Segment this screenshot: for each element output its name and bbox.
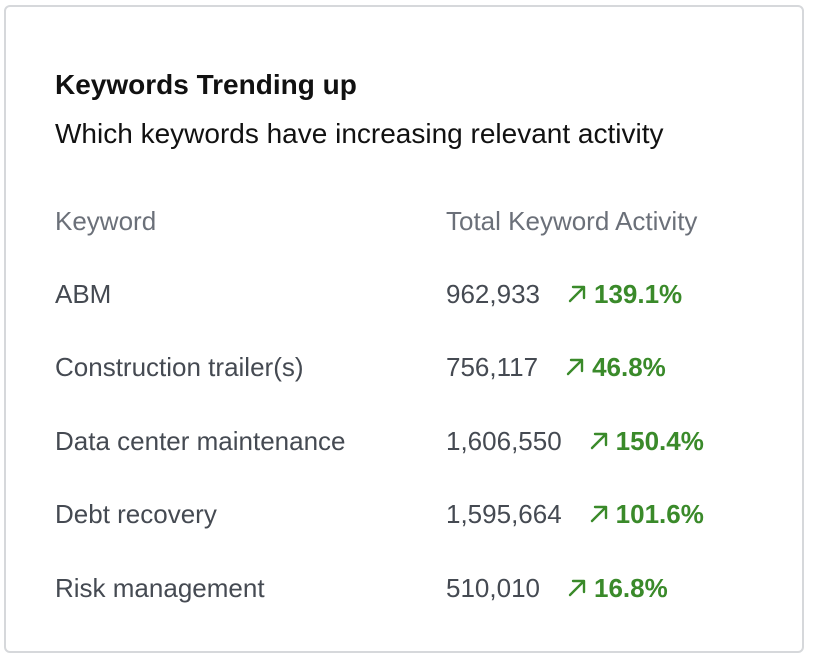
trend-change: 16.8%	[566, 568, 668, 608]
keyword-name: Data center maintenance	[55, 426, 346, 456]
keyword-activity: 962,933 139.1%	[446, 274, 682, 314]
keyword-activity: 510,010 16.8%	[446, 568, 668, 608]
keyword-name: Risk management	[55, 573, 265, 603]
table-row: ABM 962,933 139.1%	[0, 274, 800, 314]
column-header-activity: Total Keyword Activity	[446, 206, 698, 236]
arrow-up-right-icon	[564, 356, 586, 378]
trend-percent: 101.6%	[615, 499, 704, 529]
card-title: Keywords Trending up	[55, 69, 357, 100]
table-row: Debt recovery 1,595,664 101.6%	[0, 494, 800, 534]
activity-count: 1,595,664	[446, 499, 562, 529]
keyword-name: Debt recovery	[55, 499, 217, 529]
trend-change: 101.6%	[588, 494, 704, 534]
activity-count: 510,010	[446, 573, 540, 603]
trend-change: 150.4%	[588, 421, 704, 461]
activity-count: 962,933	[446, 279, 540, 309]
trend-percent: 150.4%	[615, 426, 704, 456]
keyword-name: ABM	[55, 279, 112, 309]
trend-percent: 139.1%	[593, 279, 683, 309]
keyword-name: Construction trailer(s)	[55, 352, 304, 382]
arrow-up-right-icon	[588, 503, 610, 525]
table-row: Construction trailer(s) 756,117 46.8%	[0, 347, 800, 387]
keyword-activity: 756,117 46.8%	[446, 347, 666, 387]
arrow-up-right-icon	[566, 283, 588, 305]
activity-count: 1,606,550	[446, 426, 562, 456]
card-subtitle: Which keywords have increasing relevant …	[55, 118, 664, 149]
trend-percent: 46.8%	[592, 352, 666, 382]
trend-change: 139.1%	[566, 274, 682, 314]
keyword-activity: 1,606,550 150.4%	[446, 421, 704, 461]
column-header-keyword: Keyword	[55, 206, 157, 236]
table-row: Data center maintenance 1,606,550 150.4%	[0, 421, 800, 461]
trend-percent: 16.8%	[593, 573, 668, 603]
keyword-activity: 1,595,664 101.6%	[446, 494, 704, 534]
arrow-up-right-icon	[588, 430, 610, 452]
arrow-up-right-icon	[566, 577, 588, 599]
trend-change: 46.8%	[564, 347, 666, 387]
keywords-trending-card	[4, 5, 804, 653]
table-row: Risk management 510,010 16.8%	[0, 568, 800, 608]
activity-count: 756,117	[446, 352, 539, 382]
